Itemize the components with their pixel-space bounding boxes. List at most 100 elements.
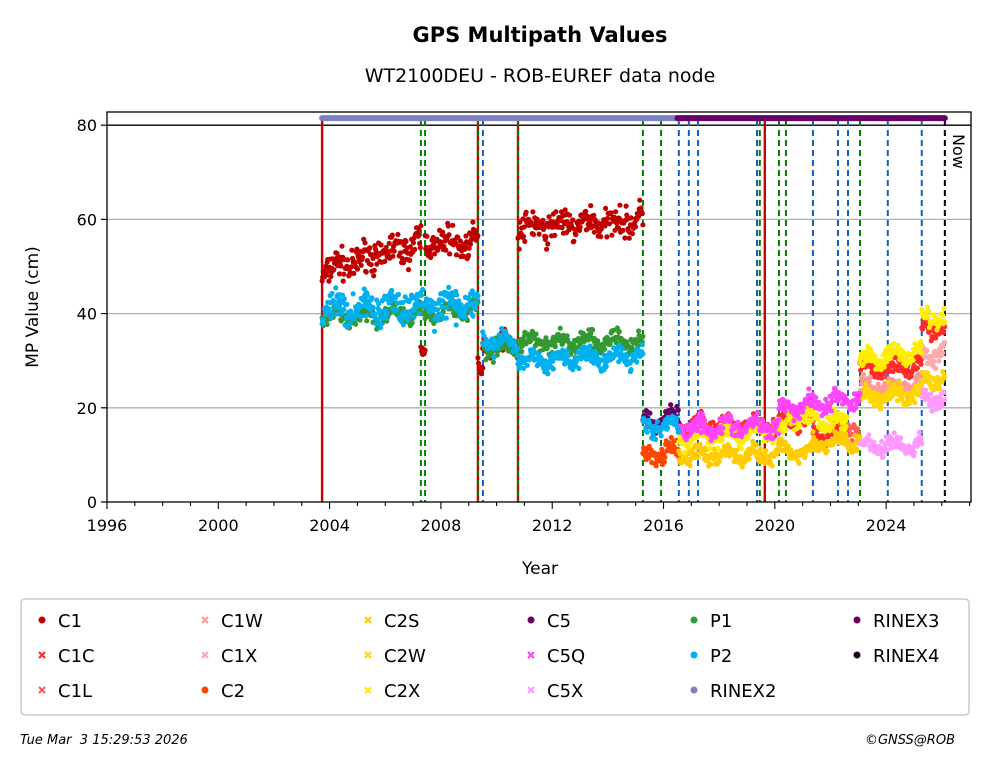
data-point-c1: [604, 234, 610, 240]
data-point-c2x: [872, 353, 878, 359]
data-point-c5q: [828, 408, 834, 414]
data-point-c5: [668, 402, 674, 408]
data-point-c1: [352, 259, 358, 265]
data-point-p1: [519, 348, 525, 355]
data-point-c2s: [695, 454, 701, 460]
data-point-c5x: [928, 391, 934, 397]
data-point-c1: [632, 224, 639, 230]
data-point-c2w: [926, 372, 932, 379]
data-point-c1: [464, 239, 470, 245]
x-tick-label: 2024: [866, 516, 907, 535]
data-point-c1: [440, 229, 446, 235]
data-point-p2: [344, 301, 350, 307]
data-point-c1: [544, 246, 550, 252]
legend-label-c2w: C2W: [384, 646, 426, 667]
data-point-c1w: [867, 374, 873, 380]
data-point-p2: [420, 286, 426, 293]
data-point-p1: [601, 346, 608, 352]
data-point-c1: [341, 271, 347, 277]
data-point-c1: [370, 255, 376, 261]
data-point-c2w: [891, 382, 897, 388]
legend-label-p1: P1: [710, 611, 732, 632]
data-point-c5x: [923, 387, 929, 393]
data-point-c1: [521, 233, 527, 240]
data-point-c2s: [746, 456, 752, 462]
data-point-c2x: [925, 314, 931, 320]
data-point-c1: [620, 227, 626, 233]
data-point-c1: [367, 245, 373, 251]
data-point-c2x: [910, 357, 916, 363]
data-point-p2: [378, 321, 384, 327]
data-point-p2: [389, 287, 395, 294]
data-point-c1: [516, 246, 522, 252]
chart-subtitle: WT2100DEU - ROB-EUREF data node: [365, 65, 716, 87]
data-point-p2: [587, 343, 593, 349]
data-point-c1: [389, 232, 395, 238]
data-point-c1: [428, 254, 434, 260]
data-point-c2s: [796, 460, 802, 466]
data-point-c1: [562, 207, 568, 213]
data-point-c5: [647, 410, 653, 416]
data-point-c5q: [755, 410, 761, 416]
x-tick-label: 2016: [643, 516, 684, 535]
data-point-c1: [476, 360, 482, 366]
data-point-p2: [654, 419, 661, 425]
data-point-p2: [443, 315, 449, 321]
data-point-c1: [577, 224, 583, 230]
data-point-c2x: [940, 312, 946, 318]
data-point-c1: [398, 239, 404, 245]
data-point-c1x: [940, 350, 946, 356]
data-point-c1: [609, 232, 615, 238]
data-point-c1: [463, 233, 469, 239]
data-point-c2w: [936, 386, 943, 392]
data-point-c1: [598, 226, 604, 232]
chart-title: GPS Multipath Values: [412, 23, 667, 47]
data-point-c1: [358, 262, 364, 268]
data-point-p2: [511, 340, 517, 346]
data-point-c1: [588, 203, 594, 209]
data-point-p2: [664, 425, 671, 431]
data-point-c1x: [936, 358, 942, 364]
data-point-c5q: [775, 431, 782, 437]
data-point-p2: [475, 293, 481, 299]
data-point-p2: [470, 313, 476, 319]
data-point-p2: [449, 293, 456, 299]
data-point-c1: [378, 242, 384, 248]
data-point-c1: [431, 251, 438, 257]
data-point-c2x: [917, 339, 924, 345]
data-point-c5q: [776, 417, 782, 423]
data-point-p2: [418, 292, 424, 298]
data-point-c2s: [739, 464, 745, 470]
legend-label-c2x: C2X: [384, 681, 420, 702]
data-point-c1: [382, 258, 388, 264]
data-point-p2: [634, 359, 640, 365]
legend-box: [20, 598, 970, 716]
data-point-c1x: [931, 358, 937, 365]
data-point-p1: [490, 359, 496, 365]
data-point-c2x: [941, 306, 947, 312]
data-point-c1: [405, 267, 412, 273]
data-point-c1: [331, 267, 337, 273]
data-point-c1c: [914, 365, 921, 371]
data-point-c5q: [701, 418, 707, 424]
data-point-c1: [541, 223, 547, 230]
data-point-p2: [462, 314, 468, 320]
data-point-c1: [340, 278, 346, 284]
data-point-p2: [473, 300, 479, 306]
data-point-p2: [514, 345, 521, 351]
data-point-c1: [323, 272, 329, 278]
data-point-p2: [545, 371, 551, 377]
data-point-c5x: [891, 430, 897, 436]
data-point-c1: [606, 221, 613, 227]
data-point-c2x: [783, 427, 789, 434]
data-point-c1: [338, 263, 344, 269]
data-point-c2s: [857, 434, 863, 440]
data-point-p1: [640, 333, 646, 339]
data-point-c1: [640, 222, 646, 228]
data-point-c2s: [854, 447, 860, 454]
data-point-c5q: [782, 408, 788, 415]
data-point-c5x: [880, 454, 886, 460]
data-point-p1: [409, 320, 415, 326]
data-point-c1: [339, 243, 345, 249]
